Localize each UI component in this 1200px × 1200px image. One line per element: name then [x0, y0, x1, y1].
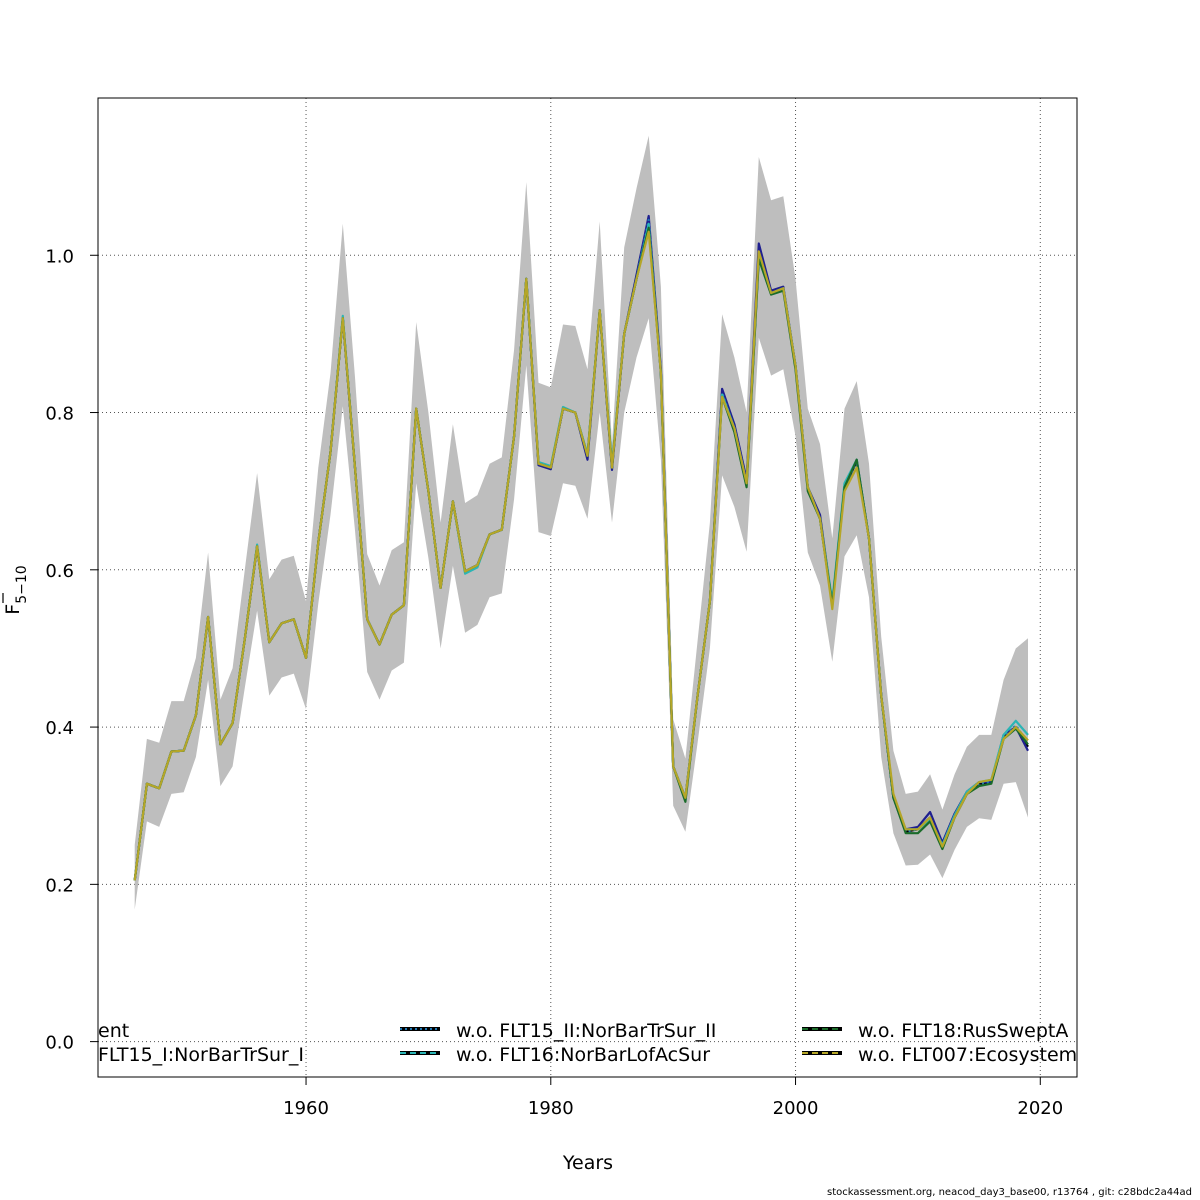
legend-item: w.o. FLT15_II:NorBarTrSur_II: [400, 1020, 716, 1042]
legend-label: w.o. FLT16:NorBarLofAcSur: [456, 1044, 710, 1066]
y-tick-label: 0.6: [45, 561, 74, 582]
y-tick-label: 1.0: [45, 246, 74, 267]
x-tick-label: 1980: [528, 1098, 574, 1119]
legend-item: w.o. FLT16:NorBarLofAcSur: [400, 1044, 710, 1066]
y-tick-label: 0.4: [45, 718, 74, 739]
y-tick-label: 0.2: [45, 875, 74, 896]
legend-label: ent: [98, 1020, 129, 1042]
legend-item: w.o. FLT007:Ecosystem: [802, 1044, 1077, 1066]
y-axis-title-main: F: [2, 604, 24, 615]
legend-label: w.o. FLT15_II:NorBarTrSur_II: [456, 1020, 716, 1042]
y-axis: 0.0 0.2 0.4 0.6 0.8 1.0: [45, 246, 98, 1054]
series-lines: [133, 214, 1029, 881]
legend-label: w.o. FLT18:RusSweptA: [858, 1020, 1068, 1042]
legend-item: ent: [98, 1020, 129, 1042]
legend-label: FLT15_I:NorBarTrSur_I: [98, 1044, 304, 1066]
legend-item: w.o. FLT18:RusSweptA: [802, 1020, 1068, 1042]
footer-credit: stockassessment.org, neacod_day3_base00,…: [827, 1187, 1192, 1198]
x-axis: 1960 1980 2000 2020: [283, 1077, 1063, 1119]
svg-text:F5−10: F5−10: [2, 565, 30, 614]
legend-label: w.o. FLT007:Ecosystem: [858, 1044, 1077, 1066]
y-tick-label: 0.8: [45, 404, 74, 425]
y-axis-title: F5−10: [2, 565, 30, 614]
y-axis-title-sub: 5−10: [14, 565, 30, 603]
x-axis-title: Years: [562, 1152, 613, 1174]
series-line: [133, 230, 1029, 881]
y-tick-label: 0.0: [45, 1033, 74, 1054]
legend-item: FLT15_I:NorBarTrSur_I: [98, 1044, 304, 1066]
plot-frame: [97, 97, 1078, 1078]
x-tick-label: 2000: [773, 1098, 819, 1119]
x-tick-label: 2020: [1017, 1098, 1063, 1119]
x-tick-label: 1960: [283, 1098, 329, 1119]
